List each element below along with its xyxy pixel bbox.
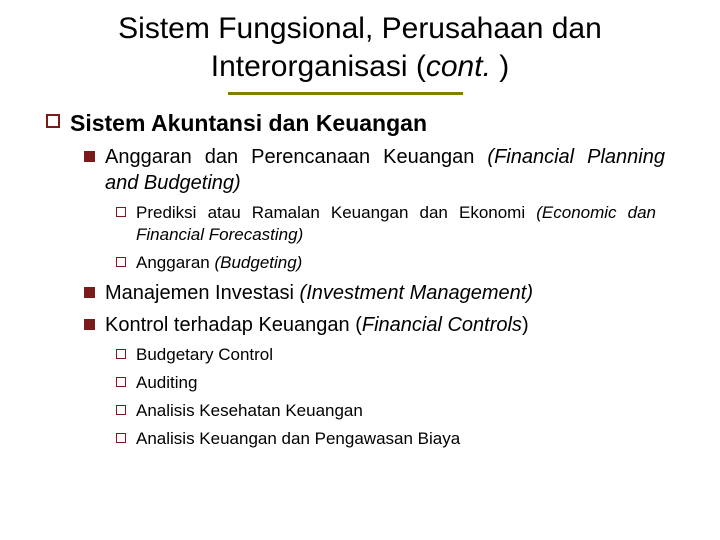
title-line2-italic: cont. [426, 50, 491, 83]
text-plain: Anggaran dan Perencanaan Keuangan [105, 146, 487, 168]
open-square-small-icon [116, 405, 126, 415]
sublist-item: Anggaran (Budgeting) [28, 252, 692, 274]
list-item-text: Kontrol terhadap Keuangan (Financial Con… [105, 312, 529, 338]
sublist-item: Prediksi atau Ramalan Keuangan dan Ekono… [28, 202, 692, 246]
sublist-item: Analisis Kesehatan Keuangan [28, 400, 692, 422]
open-square-small-icon [116, 377, 126, 387]
list-item: Anggaran dan Perencanaan Keuangan (Finan… [28, 144, 692, 196]
open-square-icon [46, 114, 60, 128]
text-italic: Financial Controls [362, 314, 522, 336]
text-italic: (Budgeting) [214, 253, 302, 272]
sublist-text: Analisis Kesehatan Keuangan [136, 400, 363, 422]
title-line2-suffix: ) [491, 50, 509, 83]
heading-text: Sistem Akuntansi dan Keuangan [70, 109, 427, 138]
sublist-text: Budgetary Control [136, 344, 273, 366]
list-item-text: Anggaran dan Perencanaan Keuangan (Finan… [105, 144, 665, 196]
sublist-text: Analisis Keuangan dan Pengawasan Biaya [136, 428, 460, 450]
list-item: Manajemen Investasi (Investment Manageme… [28, 280, 692, 306]
text-plain: Prediksi atau Ramalan Keuangan dan Ekono… [136, 203, 536, 222]
list-item-text: Manajemen Investasi (Investment Manageme… [105, 280, 533, 306]
sublist-item: Budgetary Control [28, 344, 692, 366]
filled-square-icon [84, 287, 95, 298]
title-line2-prefix: Interorganisasi ( [211, 50, 426, 83]
slide-container: Sistem Fungsional, Perusahaan dan Intero… [0, 0, 720, 476]
title-line1: Sistem Fungsional, Perusahaan dan [118, 12, 602, 45]
text-italic: (Investment Management) [300, 282, 533, 304]
open-square-small-icon [116, 257, 126, 267]
sublist-text: Anggaran (Budgeting) [136, 252, 302, 274]
open-square-small-icon [116, 207, 126, 217]
slide-title: Sistem Fungsional, Perusahaan dan Intero… [28, 10, 692, 91]
list-item: Kontrol terhadap Keuangan (Financial Con… [28, 312, 692, 338]
filled-square-icon [84, 151, 95, 162]
filled-square-icon [84, 319, 95, 330]
open-square-small-icon [116, 433, 126, 443]
sublist-text: Prediksi atau Ramalan Keuangan dan Ekono… [136, 202, 656, 246]
text-plain: Kontrol terhadap Keuangan ( [105, 314, 362, 336]
text-plain: Manajemen Investasi [105, 282, 300, 304]
text-plain: Anggaran [136, 253, 214, 272]
open-square-small-icon [116, 349, 126, 359]
sublist-text: Auditing [136, 372, 197, 394]
text-suffix: ) [522, 314, 529, 336]
title-underline [228, 92, 463, 95]
sublist-item: Analisis Keuangan dan Pengawasan Biaya [28, 428, 692, 450]
sublist-item: Auditing [28, 372, 692, 394]
heading-level1: Sistem Akuntansi dan Keuangan [28, 109, 692, 138]
